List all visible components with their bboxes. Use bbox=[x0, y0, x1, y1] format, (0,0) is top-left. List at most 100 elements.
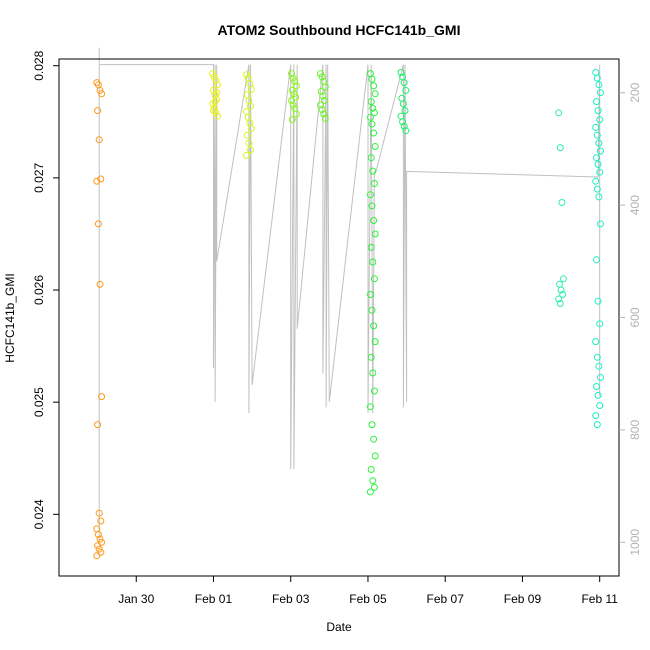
data-point bbox=[368, 421, 376, 429]
data-point bbox=[397, 69, 405, 76]
x-tick-label: Feb 05 bbox=[349, 592, 387, 606]
data-point bbox=[213, 89, 221, 97]
data-point bbox=[371, 90, 379, 98]
data-point bbox=[94, 531, 102, 538]
data-point bbox=[243, 91, 251, 99]
data-point bbox=[402, 127, 410, 135]
data-point bbox=[368, 120, 376, 128]
x-tick-label: Feb 07 bbox=[427, 592, 465, 606]
series-5 bbox=[366, 70, 379, 496]
data-point bbox=[367, 98, 375, 106]
data-point bbox=[369, 258, 377, 266]
series-0 bbox=[93, 79, 106, 560]
series-8 bbox=[592, 69, 604, 429]
data-point bbox=[371, 230, 379, 238]
data-point bbox=[592, 338, 600, 346]
y-tick-label: 0.026 bbox=[32, 275, 46, 305]
data-point bbox=[318, 73, 326, 81]
data-point bbox=[366, 291, 374, 298]
data-point bbox=[317, 101, 324, 109]
x-tick-label: Feb 03 bbox=[272, 592, 310, 606]
y-axis-label: HCFC141b_GMI bbox=[3, 273, 17, 362]
data-point bbox=[318, 106, 326, 113]
data-point bbox=[597, 374, 604, 381]
series-2 bbox=[243, 71, 255, 159]
data-point bbox=[559, 291, 567, 298]
data-point bbox=[321, 83, 329, 91]
data-point bbox=[557, 286, 565, 294]
data-point bbox=[211, 98, 219, 106]
data-point bbox=[595, 362, 603, 370]
data-point bbox=[595, 193, 603, 201]
data-point bbox=[370, 180, 378, 187]
data-points-layer bbox=[93, 69, 604, 560]
data-point bbox=[369, 167, 377, 175]
x-axis: Jan 30 Feb 01 Feb 03 Feb 05 Feb 07 Feb 09 Feb … bbox=[118, 576, 618, 606]
data-point bbox=[289, 74, 297, 82]
data-point bbox=[558, 199, 566, 206]
x-tick-label: Jan 30 bbox=[118, 592, 154, 606]
series-1 bbox=[209, 70, 221, 120]
series-7 bbox=[555, 109, 567, 307]
x-tick-label: Feb 01 bbox=[195, 592, 233, 606]
data-point bbox=[95, 509, 103, 517]
data-point bbox=[210, 73, 218, 81]
data-point bbox=[93, 79, 101, 87]
data-point bbox=[95, 545, 103, 553]
data-point bbox=[400, 79, 408, 87]
series-4 bbox=[317, 70, 329, 122]
chart-title: ATOM2 Southbound HCFC141b_GMI bbox=[218, 22, 461, 38]
data-point bbox=[93, 177, 101, 185]
x-tick-label: Feb 11 bbox=[581, 592, 618, 606]
data-point bbox=[368, 75, 376, 83]
y2-tick-label: 1000 bbox=[628, 529, 642, 556]
data-point bbox=[368, 202, 376, 210]
data-point bbox=[370, 387, 378, 395]
data-point bbox=[593, 98, 600, 106]
data-point bbox=[366, 403, 374, 411]
data-point bbox=[399, 100, 407, 108]
data-point bbox=[320, 110, 328, 118]
y2-tick-label: 200 bbox=[628, 82, 642, 102]
data-point bbox=[399, 118, 407, 126]
data-point bbox=[98, 90, 106, 98]
data-point bbox=[247, 125, 255, 132]
data-point bbox=[243, 71, 250, 79]
y2-tick-label: 600 bbox=[628, 307, 642, 327]
data-point bbox=[94, 421, 102, 429]
data-point bbox=[592, 412, 600, 420]
data-point bbox=[594, 107, 602, 115]
data-point bbox=[594, 391, 602, 399]
data-point bbox=[97, 175, 105, 183]
data-point bbox=[370, 435, 378, 443]
data-point bbox=[560, 275, 567, 283]
data-point bbox=[371, 452, 379, 460]
data-point bbox=[289, 101, 297, 109]
data-point bbox=[369, 369, 377, 377]
altitude-profile-layer bbox=[98, 47, 601, 543]
data-point bbox=[366, 113, 374, 121]
y2-axis: 200 400 600 800 1000 bbox=[619, 82, 642, 556]
data-point bbox=[317, 88, 325, 95]
data-point bbox=[596, 320, 604, 328]
data-point bbox=[597, 147, 604, 155]
data-point bbox=[366, 488, 374, 496]
data-point bbox=[556, 300, 564, 307]
data-point bbox=[367, 466, 375, 473]
data-point bbox=[592, 123, 600, 131]
data-point bbox=[596, 116, 604, 124]
data-point bbox=[245, 139, 253, 147]
data-point bbox=[288, 97, 295, 104]
data-point bbox=[292, 93, 299, 101]
y-tick-label: 0.025 bbox=[32, 387, 46, 417]
data-point bbox=[214, 112, 221, 120]
data-point bbox=[246, 119, 254, 127]
data-point bbox=[94, 107, 102, 115]
data-point bbox=[592, 69, 600, 76]
data-point bbox=[594, 160, 602, 168]
data-point bbox=[592, 177, 600, 185]
data-point bbox=[209, 100, 217, 108]
data-point bbox=[246, 80, 254, 88]
data-point bbox=[214, 81, 221, 89]
